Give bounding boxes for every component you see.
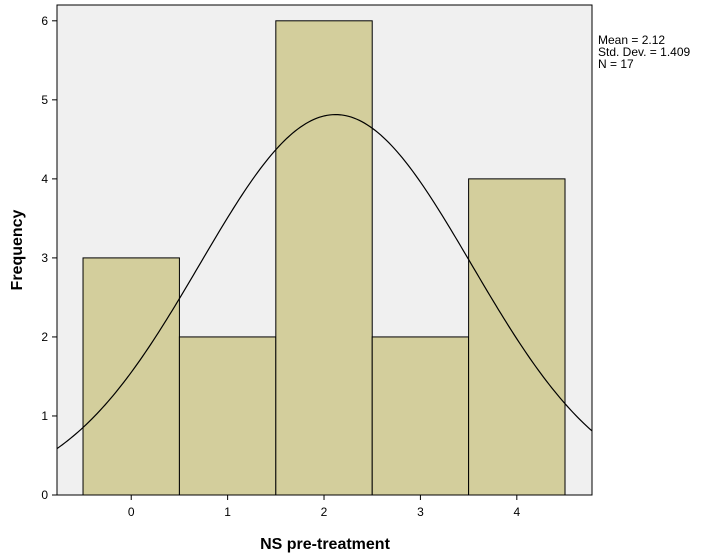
mean-label: Mean = 2.12 (598, 33, 666, 47)
histogram-bar-1 (178, 336, 277, 496)
y-tick-label: 4 (41, 172, 48, 186)
y-tick-label: 3 (41, 251, 48, 265)
normal-curve (56, 113, 593, 450)
x-tick-label: 0 (128, 505, 135, 519)
bars-layer (82, 20, 566, 496)
x-tick-label: 2 (321, 505, 328, 519)
histogram-bar-0 (82, 257, 180, 496)
histogram-bar-2 (275, 20, 373, 496)
histogram-bar-3 (371, 336, 470, 496)
y-tick-label: 1 (41, 409, 48, 423)
y-tick-label: 2 (41, 330, 48, 344)
x-tick-label: 1 (224, 505, 231, 519)
y-tick-label: 6 (41, 14, 48, 28)
x-tick-label: 4 (513, 505, 520, 519)
y-tick-label: 5 (41, 93, 48, 107)
std-dev-label: Std. Dev. = 1.409 (598, 45, 691, 59)
x-axis-title: NS pre-treatment (260, 536, 390, 553)
axes-layer: 0 1 2 3 4 5 6 0 1 2 3 4 (41, 14, 520, 519)
histogram-bar-4 (468, 178, 566, 496)
y-tick-label: 0 (41, 488, 48, 502)
y-axis-title: Frequency (9, 209, 26, 290)
x-tick-label: 3 (417, 505, 424, 519)
statistics-legend: Mean = 2.12 Std. Dev. = 1.409 N = 17 (598, 34, 690, 70)
n-label: N = 17 (598, 57, 634, 71)
